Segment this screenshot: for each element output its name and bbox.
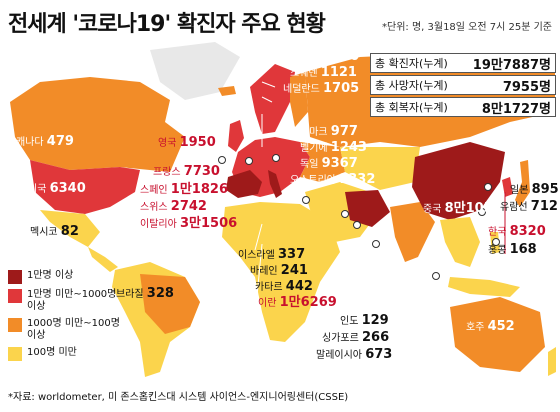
region-mexico [40, 210, 100, 247]
country-label-qatar: 카타르 442 [255, 279, 313, 294]
location-dot [484, 183, 492, 191]
location-dot [353, 221, 361, 229]
region-canada [10, 77, 185, 172]
legend-label: 100명 미만 [27, 347, 77, 358]
region-india [390, 202, 435, 262]
location-dot [372, 240, 380, 248]
region-scandinavia [250, 64, 295, 134]
region-italy [268, 170, 282, 198]
unit-note: *단위: 명, 3월18일 오전 7시 25분 기준 [382, 22, 552, 33]
legend-item-tier3: 1000명 미만~100명 이상 [8, 318, 120, 342]
country-label-iran: 이란 1만6269 [258, 295, 337, 310]
country-label-austria: 오스트리아 1332 [290, 172, 376, 187]
total-deaths-row: 총 사망자(누계) 7955명 [370, 75, 556, 95]
country-label-usa: 미국 6340 [28, 181, 86, 196]
total-recovered-row: 총 회복자(누계) 8만1727명 [370, 97, 556, 117]
total-recovered-value: 8만1727명 [481, 101, 551, 117]
region-brazil [140, 274, 200, 334]
country-label-norway: 노르웨이 1470 [283, 49, 360, 64]
total-confirmed-row: 총 확진자(누계) 19만7887명 [370, 53, 556, 73]
region-finland [290, 72, 308, 127]
region-iran [345, 190, 390, 227]
legend-item-tier2: 1만명 미만~1000명 이상 [8, 289, 120, 313]
location-dot [245, 157, 253, 165]
location-dot [478, 208, 486, 216]
legend-label: 1만명 미만~1000명 이상 [27, 289, 117, 312]
total-recovered-label: 총 회복자(누계) [375, 101, 448, 114]
region-southeast-asia [440, 217, 480, 267]
country-label-netherlands: 네덜란드 1705 [283, 81, 360, 96]
country-label-india: 인도 129 [340, 313, 389, 328]
leader-lines [254, 81, 276, 318]
country-label-uk: 영국 1950 [158, 135, 216, 150]
location-dot [341, 210, 349, 218]
totals-box: 총 확진자(누계) 19만7887명 총 사망자(누계) 7955명 총 회복자… [370, 53, 556, 119]
country-label-malaysia: 말레이시아 673 [316, 347, 393, 362]
location-dot [302, 196, 310, 204]
page-title: 전세계 '코로나19' 확진자 주요 현황 [8, 12, 326, 37]
country-label-singapore: 싱가포르 266 [322, 330, 390, 345]
region-central-america [88, 247, 118, 272]
source-note: *자료: worldometer, 미 존스홉킨스대 시스템 사이언스-엔지니어… [8, 392, 349, 403]
country-label-mexico: 멕시코 82 [30, 224, 79, 239]
country-label-korea: 한국 8320 [488, 224, 546, 239]
country-label-israel: 이스라엘 337 [238, 247, 306, 262]
region-indonesia [448, 277, 520, 297]
legend-item-tier1: 1만명 이상 [8, 270, 120, 284]
country-label-italy: 이탈리아 3만1506 [140, 216, 238, 231]
total-deaths-label: 총 사망자(누계) [375, 79, 448, 92]
country-label-germany: 독일 9367 [300, 156, 358, 171]
region-new-zealand [548, 347, 556, 376]
region-east-europe [300, 142, 345, 182]
legend-swatch [8, 318, 22, 332]
region-japan [515, 160, 530, 207]
region-africa [222, 202, 340, 342]
country-label-denmark: 덴마크 977 [300, 124, 358, 139]
region-greenland [150, 42, 240, 100]
region-uk [228, 120, 244, 152]
country-label-sweden: 스웨덴 1121 [290, 65, 357, 80]
legend-label: 1만명 이상 [27, 270, 74, 281]
world-map-svg [10, 42, 556, 377]
legend-swatch [8, 289, 22, 303]
country-label-belgium: 벨기에 1243 [300, 140, 367, 155]
region-china [412, 142, 505, 220]
country-label-spain: 스페인 1만1826 [140, 182, 228, 197]
total-confirmed-label: 총 확진자(누계) [375, 57, 448, 70]
country-label-hong-kong: 홍콩 168 [488, 242, 537, 257]
region-australia [450, 297, 545, 372]
location-dot [492, 238, 500, 246]
location-dot [432, 272, 440, 280]
region-usa [30, 160, 140, 214]
legend: 1만명 이상 1만명 미만~1000명 이상 1000명 미만~100명 이상 … [8, 270, 120, 366]
legend-swatch [8, 347, 22, 361]
region-iceland [218, 86, 236, 96]
total-deaths-value: 7955명 [502, 79, 551, 95]
location-dot [218, 156, 226, 164]
region-central-asia [340, 147, 420, 190]
total-confirmed-value: 19만7887명 [472, 57, 551, 73]
country-label-bahrain: 바레인 241 [250, 263, 308, 278]
legend-item-tier4: 100명 미만 [8, 347, 120, 361]
country-label-australia: 호주 452 [466, 319, 515, 334]
country-label-japan: 일본 895 [510, 182, 559, 197]
country-label-canada: 캐나다 479 [16, 134, 74, 149]
country-label-switzerland: 스위스 2742 [140, 199, 207, 214]
country-label-france: 프랑스 7730 [153, 164, 220, 179]
country-label-brazil: 브라질 328 [116, 286, 174, 301]
location-dot [272, 154, 280, 162]
country-label-china: 중국 8만1058 [423, 201, 502, 216]
country-label-cruise-ship: 유람선 712 [500, 199, 558, 214]
region-southwest-europe [226, 170, 262, 198]
legend-swatch [8, 270, 22, 284]
legend-label: 1000명 미만~100명 이상 [27, 318, 120, 341]
